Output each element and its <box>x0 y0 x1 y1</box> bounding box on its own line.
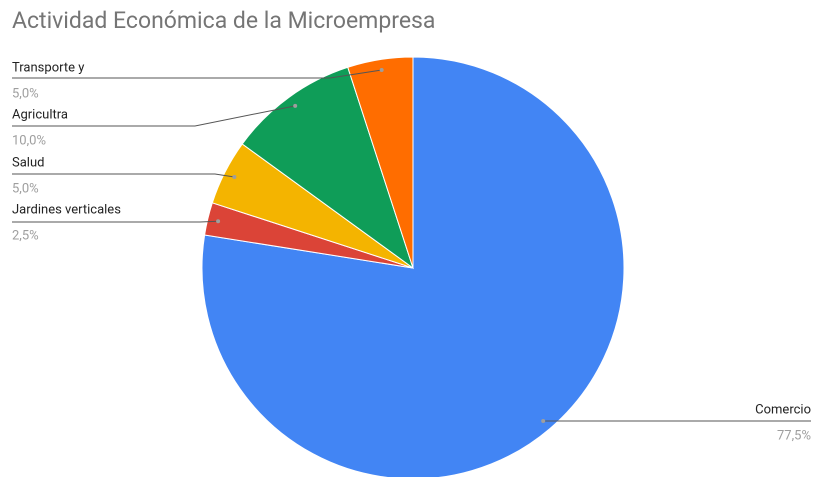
legend-label: Agricultra <box>12 107 68 122</box>
leader-dot <box>541 419 546 423</box>
pie-slice <box>201 56 625 477</box>
legend-label: Jardines verticales <box>12 202 121 217</box>
leader-line <box>12 105 296 127</box>
leader-line <box>12 173 235 178</box>
value-label: 5,0% <box>12 86 39 101</box>
leader-dot <box>232 174 237 179</box>
legend-label: Salud <box>12 155 44 170</box>
pie-slice <box>241 66 414 270</box>
value-label: 10,0% <box>12 133 46 148</box>
leader-line <box>12 69 382 79</box>
leader-dot <box>293 103 298 108</box>
legend-label: Transporte y <box>12 60 84 75</box>
value-label: 77,5% <box>777 428 811 443</box>
leader-line <box>12 220 219 223</box>
chart-title: Actividad Económica de la Microempresa <box>12 7 435 34</box>
value-label: 5,0% <box>12 181 39 196</box>
pie-slice <box>347 56 414 269</box>
value-label: 2,5% <box>12 228 39 243</box>
leader-dot <box>379 68 384 73</box>
leader-dot <box>216 219 221 224</box>
legend-label: Comercio <box>755 402 811 417</box>
